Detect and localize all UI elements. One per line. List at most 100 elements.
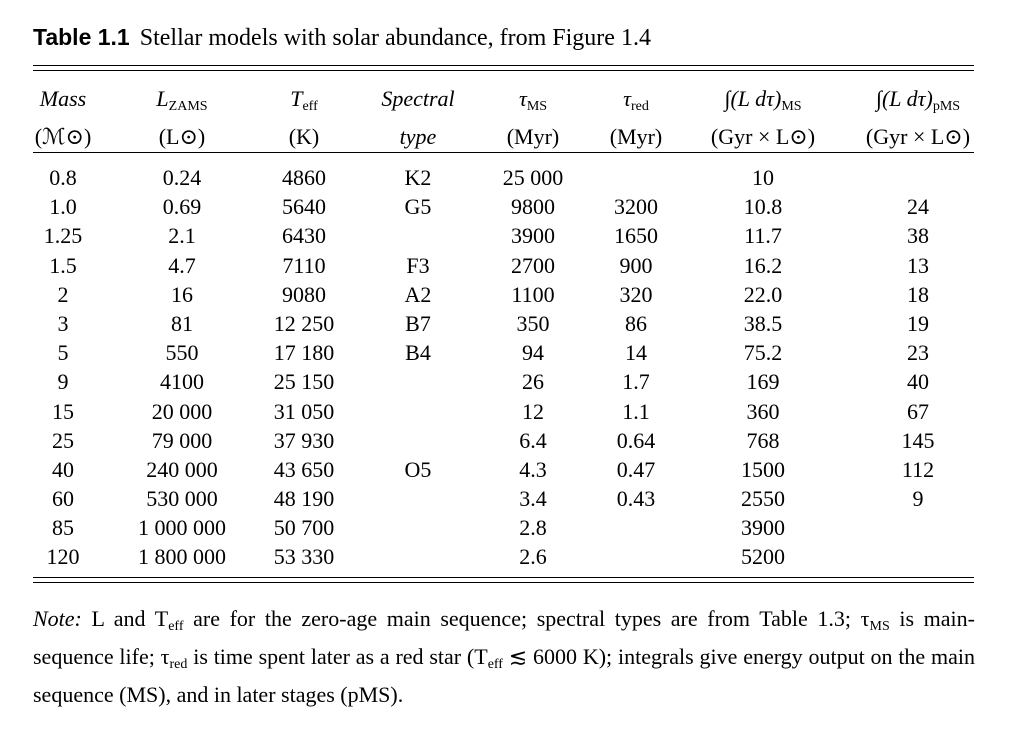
column-header-int_ms-symbol: ∫(L dτ) xyxy=(724,86,782,111)
table-cell-int_pms: 13 xyxy=(907,252,929,278)
table-cell-spectral xyxy=(363,397,473,426)
table-cell-teff: 12 250 xyxy=(273,310,335,336)
table-cell-lzams: 0.24 xyxy=(162,165,202,190)
bottom-rule-2 xyxy=(33,582,974,583)
table-cell-int_ms: 360 xyxy=(746,398,780,424)
column-header-tau_ms-symbol: τ xyxy=(518,86,527,111)
table-cell-lzams: 4.7 xyxy=(168,252,196,278)
note-sub-1: eff xyxy=(168,619,184,634)
column-mass: 0.8 1.0 1.25 1.5 2 3 5 9 15 25 40 60 85 120 xyxy=(18,163,108,572)
table-cell-tau_ms: 12 xyxy=(522,398,544,424)
column-header-int_ms-subscript: MS xyxy=(781,99,802,114)
table-cell-spectral: A2 xyxy=(404,281,432,307)
table-cell-mass: 9 xyxy=(57,369,69,395)
column-header-int_ms: ∫(L dτ)MS (Gyr × L⊙) xyxy=(693,84,833,152)
column-lzams: 0.24 0.69 2.1 4.7 16 81 550 4100 20 000 79 000 240… xyxy=(122,163,242,572)
table-cell-tau_red: 1.1 xyxy=(622,398,650,424)
header-rule xyxy=(33,152,974,153)
column-header-spectral-line1: Spectral xyxy=(363,84,473,122)
table-cell-int_pms: 19 xyxy=(907,310,929,336)
table-cell-int_ms: 768 xyxy=(746,427,780,453)
table-cell-mass: 15 xyxy=(52,398,74,424)
table-cell-lzams: 20 000 xyxy=(151,398,213,424)
table-cell-tau_ms: 25 000 xyxy=(502,165,564,190)
table-cell-tau_ms: 94 xyxy=(522,340,544,366)
table-cell-tau_ms: 3900 xyxy=(511,223,555,249)
table-cell-tau_red xyxy=(591,513,681,542)
table-cell-tau_red: 320 xyxy=(619,281,653,307)
table-cell-tau_red: 0.47 xyxy=(616,456,656,482)
table-cell-lzams: 4100 xyxy=(160,369,204,395)
table-cell-teff: 17 180 xyxy=(273,340,335,366)
table-cell-int_pms xyxy=(848,163,988,192)
note-text-2: are for the zero-age main sequence; spec… xyxy=(183,606,870,631)
top-rule-2 xyxy=(33,70,974,71)
table-cell-int_ms: 2550 xyxy=(741,486,785,512)
column-header-spectral: Spectral type xyxy=(363,84,473,152)
column-header-int_pms-line1: ∫(L dτ)pMS xyxy=(848,84,988,122)
note-sub-4: eff xyxy=(487,657,503,672)
column-header-tau_red-symbol: τ xyxy=(623,86,631,111)
table-cell-teff: 50 700 xyxy=(273,515,335,541)
table-cell-spectral: O5 xyxy=(404,456,432,482)
table-cell-int_pms: 9 xyxy=(912,486,924,512)
table-cell-int_pms: 145 xyxy=(901,427,935,453)
table-cell-spectral xyxy=(363,542,473,571)
table-cell-mass: 1.0 xyxy=(49,194,77,220)
table-cell-tau_red: 1650 xyxy=(614,223,658,249)
top-rule xyxy=(33,65,974,66)
table-cell-teff: 25 150 xyxy=(273,369,335,395)
table-cell-int_pms: 23 xyxy=(907,340,929,366)
table-cell-teff: 43 650 xyxy=(273,456,335,482)
table-cell-tau_ms: 3.4 xyxy=(519,486,547,512)
column-header-int_ms-unit: (Gyr × L⊙) xyxy=(710,124,816,149)
table-cell-lzams: 79 000 xyxy=(151,427,213,453)
table-title: Stellar models with solar abundance, fro… xyxy=(139,25,651,51)
column-int_pms: 24 38 13 18 19 23 40 67 145 112 9 xyxy=(848,163,988,572)
table-cell-tau_ms: 350 xyxy=(516,310,550,336)
column-header-mass: Mass (ℳ⊙) xyxy=(18,84,108,152)
table-cell-teff: 37 930 xyxy=(273,427,335,453)
table-cell-teff: 5640 xyxy=(282,194,326,220)
table-cell-spectral xyxy=(363,484,473,513)
table-cell-lzams: 81 xyxy=(171,310,193,336)
column-header-spectral-symbol: Spectral xyxy=(381,86,455,111)
table-cell-mass: 2 xyxy=(57,281,69,307)
table-cell-teff: 48 190 xyxy=(273,486,335,512)
table-cell-int_ms: 5200 xyxy=(741,544,785,570)
table-cell-lzams: 2.1 xyxy=(168,223,196,249)
table-cell-spectral: F3 xyxy=(406,252,430,278)
table-cell-lzams: 550 xyxy=(165,340,199,366)
table-cell-spectral xyxy=(363,221,473,250)
table-cell-teff: 4860 xyxy=(282,165,326,190)
table-cell-lzams: 1 800 000 xyxy=(138,544,226,570)
column-header-teff-symbol: T xyxy=(290,86,303,111)
table-cell-int_ms: 75.2 xyxy=(743,340,783,366)
table-caption: Table 1.1 Stellar models with solar abun… xyxy=(33,24,651,52)
table-cell-tau_ms: 4.3 xyxy=(519,456,547,482)
column-tau_ms: 25 000 9800 3900 2700 1100 350 94 26 12 6.4 4.3 3.4… xyxy=(483,163,583,572)
note-text-3: is main-sequence life; τ xyxy=(33,606,975,669)
table-cell-int_pms: 67 xyxy=(907,398,929,424)
table-cell-mass: 0.8 xyxy=(49,165,77,190)
table-cell-spectral xyxy=(363,513,473,542)
table-cell-mass: 1.5 xyxy=(49,252,77,278)
table-cell-mass: 60 xyxy=(52,486,74,512)
column-header-mass-unit: (ℳ⊙) xyxy=(34,124,92,149)
table-cell-int_pms xyxy=(848,513,988,542)
table-cell-tau_red: 86 xyxy=(625,310,647,336)
table-cell-tau_red: 14 xyxy=(625,340,647,366)
bottom-rule xyxy=(33,577,974,578)
table-cell-int_ms: 1500 xyxy=(741,456,785,482)
column-header-tau_ms-unit: (Myr) xyxy=(506,124,560,149)
table-cell-int_ms: 3900 xyxy=(741,515,785,541)
table-cell-tau_ms: 9800 xyxy=(511,194,555,220)
table-cell-tau_ms: 2.8 xyxy=(519,515,547,541)
column-header-mass-line1: Mass xyxy=(18,84,108,122)
column-header-mass-symbol: Mass xyxy=(39,86,87,111)
table-cell-spectral xyxy=(363,426,473,455)
table-cell-teff: 6430 xyxy=(282,223,326,249)
note-text-4: is time spent later as a red star (T xyxy=(187,644,488,669)
column-header-teff: Teff (K) xyxy=(254,84,354,152)
note-label: Note: xyxy=(33,606,82,631)
